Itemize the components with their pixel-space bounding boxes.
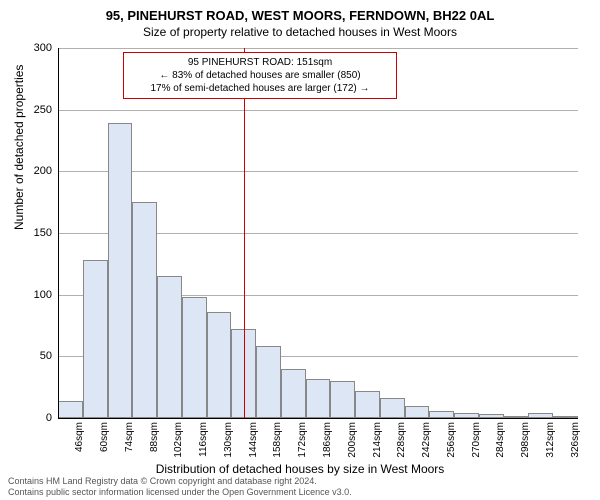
histogram-bar <box>108 123 133 418</box>
histogram-bar <box>405 406 430 418</box>
histogram-bar <box>132 202 157 418</box>
reference-line <box>244 48 245 418</box>
annotation-line: 95 PINEHURST ROAD: 151sqm <box>130 56 390 69</box>
x-tick-label: 74sqm <box>124 422 135 452</box>
x-tick-label: 256sqm <box>446 422 457 458</box>
y-tick-label: 150 <box>22 227 52 239</box>
y-tick-label: 300 <box>22 42 52 54</box>
y-tick-label: 0 <box>22 412 52 424</box>
x-tick-label: 158sqm <box>272 422 283 458</box>
x-tick-label: 130sqm <box>223 422 234 458</box>
gridline <box>58 48 578 49</box>
footer-line-1: Contains HM Land Registry data © Crown c… <box>8 476 352 487</box>
chart-title: 95, PINEHURST ROAD, WEST MOORS, FERNDOWN… <box>0 0 600 23</box>
histogram-bar <box>355 391 380 418</box>
x-tick-label: 312sqm <box>545 422 556 458</box>
y-axis-label: Number of detached properties <box>12 65 26 230</box>
x-tick-label: 116sqm <box>198 422 209 457</box>
y-tick-label: 50 <box>22 350 52 362</box>
histogram-bar <box>157 276 182 418</box>
x-tick-label: 144sqm <box>248 422 259 458</box>
x-tick-label: 60sqm <box>99 422 110 452</box>
annotation-line: ← 83% of detached houses are smaller (85… <box>130 69 390 82</box>
x-tick-label: 270sqm <box>471 422 482 458</box>
x-tick-label: 298sqm <box>520 422 531 458</box>
histogram-bar <box>330 381 355 418</box>
x-tick-label: 284sqm <box>495 422 506 458</box>
plot-area: 05010015020025030046sqm60sqm74sqm88sqm10… <box>58 48 578 418</box>
histogram-bar <box>83 260 108 418</box>
chart-container: 95, PINEHURST ROAD, WEST MOORS, FERNDOWN… <box>0 0 600 500</box>
x-tick-label: 88sqm <box>149 422 160 452</box>
gridline <box>58 171 578 172</box>
chart-subtitle: Size of property relative to detached ho… <box>0 23 600 39</box>
footer-line-2: Contains public sector information licen… <box>8 487 352 498</box>
x-tick-label: 200sqm <box>347 422 358 458</box>
histogram-bar <box>306 379 331 418</box>
gridline <box>58 110 578 111</box>
annotation-line: 17% of semi-detached houses are larger (… <box>130 82 390 95</box>
x-tick-label: 46sqm <box>74 422 85 452</box>
footer-attribution: Contains HM Land Registry data © Crown c… <box>8 476 352 498</box>
x-tick-label: 326sqm <box>570 422 581 458</box>
histogram-bar <box>256 346 281 418</box>
histogram-bar <box>207 312 232 418</box>
histogram-bar <box>281 369 306 418</box>
histogram-bar <box>58 401 83 418</box>
histogram-bar <box>182 297 207 418</box>
histogram-bar <box>429 411 454 418</box>
x-axis-label: Distribution of detached houses by size … <box>0 462 600 476</box>
y-tick-label: 250 <box>22 104 52 116</box>
y-axis-line <box>58 48 59 418</box>
x-axis-line <box>58 418 578 419</box>
annotation-box: 95 PINEHURST ROAD: 151sqm← 83% of detach… <box>123 52 397 99</box>
x-tick-label: 172sqm <box>297 422 308 458</box>
x-tick-label: 214sqm <box>372 422 383 458</box>
x-tick-label: 242sqm <box>421 422 432 458</box>
y-tick-label: 200 <box>22 165 52 177</box>
x-tick-label: 228sqm <box>396 422 407 458</box>
y-tick-label: 100 <box>22 289 52 301</box>
histogram-bar <box>380 398 405 418</box>
x-tick-label: 102sqm <box>173 422 184 458</box>
x-tick-label: 186sqm <box>322 422 333 458</box>
